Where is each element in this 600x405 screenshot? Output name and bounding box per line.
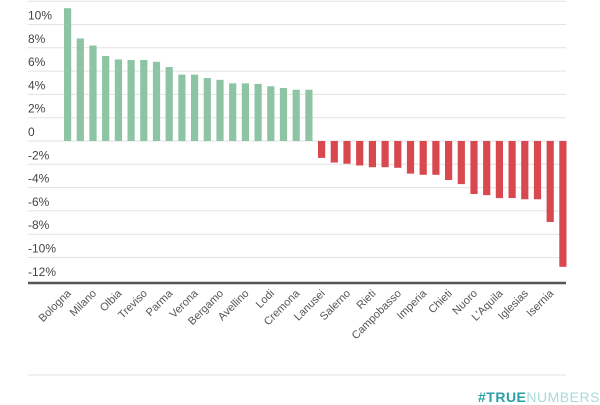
bar [356, 141, 364, 166]
bar [279, 87, 288, 141]
bar [457, 141, 465, 185]
bar [64, 8, 72, 141]
y-tick-label: -4% [28, 172, 50, 186]
bar [419, 141, 427, 175]
y-tick-label: -6% [28, 195, 50, 209]
y-tick-label: 4% [28, 78, 46, 92]
bar [406, 141, 415, 174]
y-tick-label: -12% [28, 265, 56, 279]
bar [432, 141, 440, 175]
bar [533, 141, 542, 200]
bar [318, 141, 326, 158]
truenumbers-logo: #TRUENUMBERS [478, 389, 600, 405]
bar [470, 141, 478, 195]
bar [267, 86, 275, 141]
bar [140, 60, 148, 141]
y-tick-label: 0 [28, 125, 35, 139]
bar [152, 61, 161, 141]
bar [165, 67, 173, 141]
bar [305, 89, 313, 141]
x-tick-label: Isernia [524, 287, 556, 319]
bar [241, 83, 249, 141]
bar [521, 141, 529, 200]
bar [229, 83, 237, 141]
y-tick-label: 2% [28, 102, 46, 116]
y-tick-label: -10% [28, 242, 56, 256]
bar [191, 74, 199, 141]
bar [127, 60, 135, 141]
bar [394, 141, 402, 168]
bar [102, 55, 110, 141]
y-tick-label: 6% [28, 55, 46, 69]
x-tick-label: Treviso [116, 288, 150, 322]
bar [368, 141, 376, 168]
bar [546, 141, 554, 222]
bar [559, 141, 567, 267]
bar [203, 78, 211, 141]
bar [381, 141, 389, 168]
x-tick-label: Chieti [426, 288, 454, 316]
bar [343, 141, 351, 164]
bar [445, 141, 453, 181]
x-tick-label: Milano [68, 288, 99, 319]
bar [89, 45, 97, 141]
x-tick-label: Imperia [395, 287, 430, 322]
y-tick-label: -8% [28, 218, 50, 232]
bar [292, 89, 300, 141]
y-tick-label: 8% [28, 32, 46, 46]
bar [178, 74, 186, 141]
y-tick-label: -2% [28, 148, 50, 162]
x-tick-label: Bologna [37, 287, 75, 325]
bar [114, 59, 122, 142]
bar [76, 38, 84, 142]
bar [508, 141, 516, 199]
bar [330, 141, 338, 163]
bar [495, 141, 503, 199]
y-tick-label: 10% [28, 9, 52, 23]
bar [216, 79, 224, 141]
bar [254, 83, 262, 141]
bar [483, 141, 491, 196]
